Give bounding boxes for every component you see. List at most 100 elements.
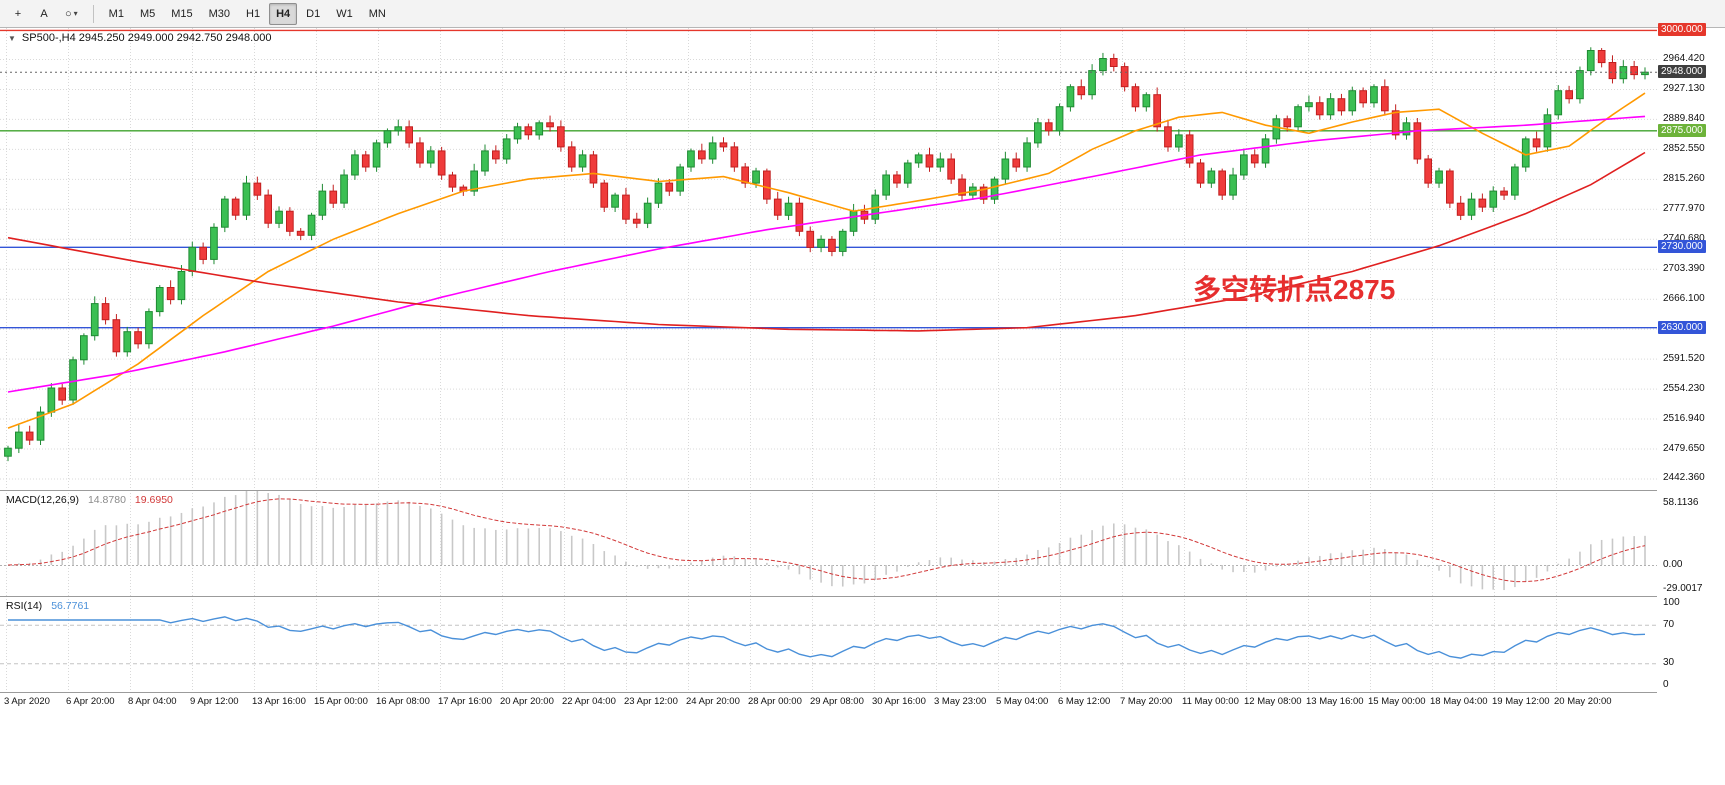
rsi-axis-label: 70: [1663, 618, 1675, 630]
time-label: 15 May 00:00: [1368, 696, 1426, 707]
text-tool-button[interactable]: A: [32, 3, 56, 25]
time-label: 6 May 12:00: [1058, 696, 1111, 707]
rsi-name: RSI(14): [6, 600, 43, 612]
rsi-axis-label: 30: [1663, 657, 1675, 669]
time-label: 20 Apr 20:00: [500, 696, 554, 707]
rsi-canvas[interactable]: [0, 596, 1657, 692]
time-axis[interactable]: 3 Apr 2020 6 Apr 20:00 8 Apr 04:00 9 Apr 12…: [0, 692, 1725, 713]
chart-title-bar: ▼ SP500-,H4 2945.250 2949.000 2942.750 2…: [8, 32, 271, 44]
price-tick-label: 2591.520: [1663, 352, 1705, 364]
macd-signal-value: 19.6950: [134, 494, 173, 506]
rsi-axis-label: 0: [1663, 679, 1669, 690]
price-tick-label: 2889.840: [1663, 112, 1705, 124]
rsi-label: RSI(14) 56.7761: [6, 600, 89, 612]
macd-axis-label: 0.00: [1663, 559, 1683, 571]
chart-title: SP500-,H4 2945.250 2949.000 2942.750 294…: [21, 32, 272, 44]
macd-canvas[interactable]: [0, 490, 1657, 596]
rsi-value: 56.7761: [51, 600, 90, 612]
annotation-text: 多空转折点2875: [1193, 274, 1396, 305]
timeframe-group: M1 M5 M15 M30 H1 H4 D1 W1 MN: [102, 2, 393, 25]
price-tick-label: 2927.130: [1663, 82, 1705, 94]
time-label: 20 May 20:00: [1554, 696, 1612, 707]
price-badge-2875.000: 2875.000: [1658, 123, 1706, 137]
time-label: 16 Apr 08:00: [376, 696, 430, 707]
price-chart-canvas[interactable]: [0, 28, 1657, 490]
time-label: 17 Apr 16:00: [438, 696, 492, 707]
timeframe-button-m30[interactable]: M30: [202, 3, 237, 25]
timeframe-button-m5[interactable]: M5: [133, 3, 162, 25]
price-axis[interactable]: 2964.420 2927.130 2889.840 2852.550 2815.260…: [1657, 23, 1725, 712]
price-tick-label: 2516.940: [1663, 412, 1705, 424]
time-label: 12 May 08:00: [1244, 696, 1302, 707]
macd-axis-label: 58.1136: [1663, 496, 1699, 508]
shapes-icon: ○: [65, 7, 72, 20]
panel-separator-rsi[interactable]: [0, 596, 1725, 597]
time-label: 18 May 04:00: [1430, 696, 1488, 707]
price-tick-label: 2777.970: [1663, 202, 1705, 214]
crosshair-button[interactable]: +: [6, 3, 30, 25]
time-label: 7 May 20:00: [1120, 696, 1173, 707]
price-tick-label: 2815.260: [1663, 172, 1705, 184]
price-tick-label: 2666.100: [1663, 292, 1705, 304]
macd-name: MACD(12,26,9): [6, 494, 79, 506]
time-label: 5 May 04:00: [996, 696, 1049, 707]
rsi-line: [8, 616, 1646, 659]
toolbar: + A ○ ▾ M1 M5 M15 M30 H1 H4 D1 W1 MN: [0, 0, 1725, 28]
timeframe-button-m1[interactable]: M1: [102, 3, 131, 25]
text-tool-icon: A: [40, 7, 48, 20]
price-tick-label: 2703.390: [1663, 262, 1705, 274]
timeframe-button-mn[interactable]: MN: [362, 3, 393, 25]
time-label: 29 Apr 08:00: [810, 696, 864, 707]
price-badge-3000.000: 3000.000: [1658, 23, 1706, 37]
macd-main-value: 14.8780: [87, 494, 126, 506]
rsi-grid: [6, 596, 1557, 692]
time-label: 24 Apr 20:00: [686, 696, 740, 707]
timeframe-button-d1[interactable]: D1: [299, 3, 327, 25]
price-badge-2730.000: 2730.000: [1658, 240, 1706, 254]
price-tick-label: 2964.420: [1663, 52, 1705, 64]
timeframe-button-h4[interactable]: H4: [269, 2, 298, 25]
time-label: 28 Apr 00:00: [748, 696, 802, 707]
time-label: 13 Apr 16:00: [252, 696, 306, 707]
price-tick-label: 2479.650: [1663, 442, 1705, 454]
shapes-dropdown-button[interactable]: ○ ▾: [58, 3, 85, 25]
timeframe-button-w1[interactable]: W1: [329, 3, 360, 25]
ma-line-ma-slow: [7, 151, 1646, 332]
time-label: 15 Apr 00:00: [314, 696, 368, 707]
rsi-axis-label: 100: [1663, 597, 1680, 608]
time-label: 30 Apr 16:00: [872, 696, 926, 707]
macd-label: MACD(12,26,9) 14.8780 19.6950: [6, 494, 173, 506]
time-label: 11 May 00:00: [1182, 696, 1239, 707]
price-tick-label: 2740.680: [1663, 232, 1705, 244]
time-label: 3 May 23:00: [934, 696, 987, 707]
time-label: 13 May 16:00: [1306, 696, 1364, 707]
macd-axis-label: -29.0017: [1663, 583, 1703, 594]
macd-histogram: [18, 490, 1646, 591]
macd-grid: [6, 490, 1557, 596]
candles-group: [4, 47, 1649, 462]
toolbar-separator: [92, 4, 94, 23]
symbol-marker-icon[interactable]: ▼: [8, 33, 16, 43]
time-label: 3 Apr 2020: [4, 696, 50, 707]
price-tick-label: 2554.230: [1663, 382, 1705, 394]
ma-line-ma-fast: [7, 92, 1646, 429]
time-label: 8 Apr 04:00: [128, 696, 177, 707]
price-badge-2630.000: 2630.000: [1658, 320, 1706, 334]
time-label: 22 Apr 04:00: [562, 696, 616, 707]
timeframe-button-m15[interactable]: M15: [164, 3, 199, 25]
chart-area: ▼ SP500-,H4 2945.250 2949.000 2942.750 2…: [0, 23, 1725, 785]
macd-signal-line: [7, 498, 1646, 583]
price-tick-label: 2852.550: [1663, 142, 1705, 154]
time-label: 23 Apr 12:00: [624, 696, 678, 707]
panel-separator-macd[interactable]: [0, 490, 1725, 491]
chevron-down-icon: ▾: [73, 9, 78, 18]
price-tick-label: 2442.360: [1663, 472, 1705, 484]
timeframe-button-h1[interactable]: H1: [239, 3, 267, 25]
grid-lines: [0, 28, 1657, 490]
time-label: 9 Apr 12:00: [190, 696, 239, 707]
ma-line-ma-mid: [7, 115, 1646, 393]
crosshair-icon: +: [14, 7, 22, 20]
time-label: 6 Apr 20:00: [66, 696, 115, 707]
price-badge-2948.000: 2948.000: [1658, 65, 1706, 79]
